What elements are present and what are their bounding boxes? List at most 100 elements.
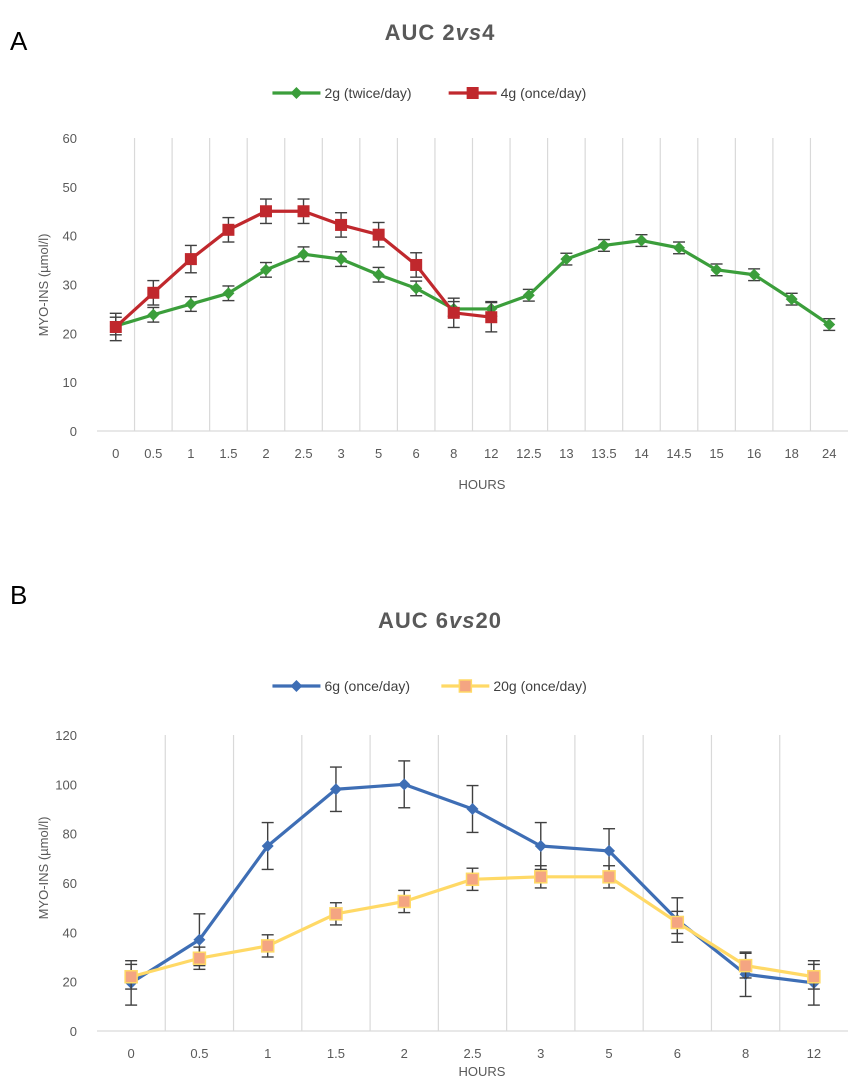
x-tick-label: 18 xyxy=(784,446,798,461)
y-tick-label: 60 xyxy=(63,131,77,146)
x-tick-label: 15 xyxy=(709,446,723,461)
y-tick-label: 20 xyxy=(63,975,77,990)
data-point xyxy=(192,951,207,965)
y-tick-label: 50 xyxy=(63,180,77,195)
x-tick-label: 8 xyxy=(450,446,457,461)
chart-b-series xyxy=(124,760,821,1006)
data-point xyxy=(259,263,272,276)
legend-label: 20g (once/day) xyxy=(493,678,586,694)
x-tick-label: 3 xyxy=(537,1046,544,1061)
data-point xyxy=(597,239,610,252)
x-tick-label: 2.5 xyxy=(294,446,312,461)
data-point xyxy=(466,803,479,815)
legend-entry: 2g (twice/day) xyxy=(272,85,412,101)
x-tick-label: 14 xyxy=(634,446,648,461)
x-tick-label: 6 xyxy=(413,446,420,461)
chart-a-title: AUC 2vs4 xyxy=(385,20,496,45)
data-point xyxy=(297,205,310,218)
y-tick-label: 20 xyxy=(63,326,77,341)
y-tick-label: 100 xyxy=(55,777,77,792)
data-point xyxy=(710,263,723,276)
y-tick-label: 30 xyxy=(63,278,77,293)
x-tick-label: 0 xyxy=(128,1046,135,1061)
chart-a: AUC 2vs4 2g (twice/day) 4g (once/day) 010… xyxy=(36,20,848,492)
y-tick-label: 60 xyxy=(63,876,77,891)
data-point xyxy=(259,205,272,218)
panel-letter-a: A xyxy=(10,26,28,56)
data-point xyxy=(447,306,460,319)
x-tick-label: 0.5 xyxy=(144,446,162,461)
data-point xyxy=(222,223,235,236)
data-point xyxy=(329,907,343,921)
x-tick-label: 1 xyxy=(264,1046,271,1061)
data-point xyxy=(602,870,616,884)
legend-marker xyxy=(290,680,303,692)
data-point xyxy=(222,287,235,300)
y-tick-label: 0 xyxy=(70,424,77,439)
legend-marker xyxy=(466,87,479,99)
chart-b-legend: 6g (once/day) 20g (once/day) xyxy=(272,678,587,694)
chart-a-grid xyxy=(97,138,848,432)
data-point xyxy=(147,286,160,299)
chart-a-series xyxy=(109,198,836,342)
y-tick-label: 120 xyxy=(55,728,77,743)
data-point xyxy=(465,872,480,887)
data-point xyxy=(147,308,160,321)
chart-a-y-ticks: 0 10 20 30 40 50 60 xyxy=(63,131,77,439)
chart-b-title: AUC 6vs20 xyxy=(378,608,502,633)
x-tick-label: 2 xyxy=(401,1046,408,1061)
data-point xyxy=(748,268,761,281)
data-point xyxy=(398,778,411,791)
x-tick-label: 0 xyxy=(112,446,119,461)
data-point xyxy=(335,253,348,266)
x-tick-label: 2.5 xyxy=(463,1046,481,1061)
x-tick-label: 16 xyxy=(747,446,761,461)
data-point xyxy=(635,234,648,247)
legend-label: 4g (once/day) xyxy=(501,85,587,101)
data-point xyxy=(410,282,423,295)
legend-marker xyxy=(290,87,303,99)
x-tick-label: 12.5 xyxy=(516,446,541,461)
data-point xyxy=(329,783,342,796)
chart-a-y-axis-title: MYO-INS (µmol/l) xyxy=(36,234,51,337)
data-point xyxy=(823,318,836,331)
series-2 xyxy=(109,198,498,342)
y-tick-label: 40 xyxy=(63,925,77,940)
legend-marker xyxy=(458,679,473,693)
data-point xyxy=(560,253,573,266)
data-point xyxy=(534,840,547,852)
y-tick-label: 10 xyxy=(63,375,77,390)
x-tick-label: 0.5 xyxy=(190,1046,208,1061)
x-tick-label: 1.5 xyxy=(327,1046,345,1061)
chart-b-y-axis-title: MYO-INS (µmol/l) xyxy=(36,817,51,920)
data-point xyxy=(372,268,385,281)
chart-a-x-axis-title: HOURS xyxy=(459,477,506,492)
data-point xyxy=(485,311,498,324)
chart-b-y-ticks: 0 20 40 60 80 100 120 xyxy=(55,728,77,1039)
x-tick-label: 12 xyxy=(484,446,498,461)
panel-letter-b: B xyxy=(10,580,28,610)
chart-b-grid xyxy=(97,735,848,1032)
data-point xyxy=(109,320,122,333)
x-tick-label: 13.5 xyxy=(591,446,616,461)
x-tick-label: 1 xyxy=(187,446,194,461)
data-point xyxy=(807,969,821,984)
x-tick-label: 2 xyxy=(262,446,269,461)
chart-b-x-axis-title: HOURS xyxy=(459,1064,506,1079)
x-tick-label: 6 xyxy=(674,1046,681,1061)
x-tick-label: 24 xyxy=(822,446,836,461)
data-point xyxy=(603,844,616,857)
data-point xyxy=(372,228,385,241)
data-point xyxy=(261,840,274,852)
x-tick-label: 14.5 xyxy=(666,446,691,461)
x-tick-label: 13 xyxy=(559,446,573,461)
data-point xyxy=(522,289,535,302)
data-point xyxy=(297,248,310,261)
data-point xyxy=(335,218,348,231)
chart-a-legend: 2g (twice/day) 4g (once/day) xyxy=(272,85,586,101)
data-point xyxy=(738,958,753,973)
x-tick-label: 1.5 xyxy=(219,446,237,461)
legend-entry: 20g (once/day) xyxy=(441,678,587,694)
data-point xyxy=(410,258,423,271)
data-point xyxy=(193,933,206,946)
